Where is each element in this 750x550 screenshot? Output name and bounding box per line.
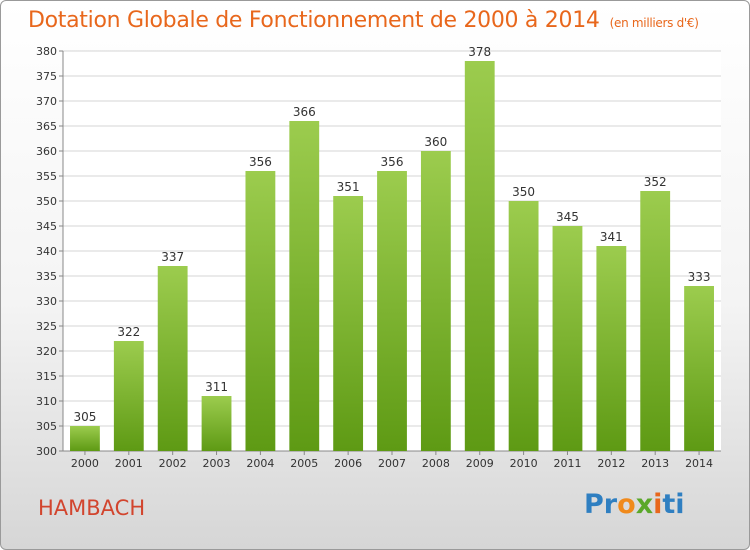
bar bbox=[245, 171, 276, 451]
bar bbox=[640, 191, 671, 451]
y-tick-label: 355 bbox=[36, 170, 57, 183]
bar bbox=[70, 426, 100, 451]
x-tick-label: 2012 bbox=[597, 457, 625, 470]
bar bbox=[201, 396, 232, 451]
bar bbox=[333, 196, 364, 451]
brand-letter: r bbox=[603, 489, 618, 520]
data-label: 351 bbox=[337, 180, 360, 194]
x-tick-label: 2009 bbox=[466, 457, 494, 470]
y-tick-label: 345 bbox=[36, 220, 57, 233]
data-label: 322 bbox=[117, 325, 140, 339]
data-label: 350 bbox=[512, 185, 535, 199]
chart-title: Dotation Globale de Fonctionnement de 20… bbox=[28, 8, 699, 33]
brand-logo: Proxiti bbox=[584, 489, 685, 520]
y-tick-label: 320 bbox=[36, 345, 57, 358]
y-tick-label: 330 bbox=[36, 295, 57, 308]
x-tick-label: 2013 bbox=[641, 457, 669, 470]
y-tick-label: 360 bbox=[36, 145, 57, 158]
y-tick-label: 340 bbox=[36, 245, 57, 258]
x-tick-label: 2008 bbox=[422, 457, 450, 470]
x-tick-label: 2006 bbox=[334, 457, 362, 470]
y-tick-label: 350 bbox=[36, 195, 57, 208]
y-tick-label: 325 bbox=[36, 320, 57, 333]
data-label: 356 bbox=[381, 155, 404, 169]
chart-title-text: Dotation Globale de Fonctionnement de 20… bbox=[28, 8, 600, 33]
data-label: 356 bbox=[249, 155, 272, 169]
bar bbox=[596, 246, 627, 451]
data-label: 333 bbox=[688, 270, 711, 284]
brand-letter: i bbox=[653, 489, 663, 520]
brand-letter: P bbox=[584, 489, 604, 520]
x-tick-label: 2000 bbox=[71, 457, 99, 470]
data-label: 311 bbox=[205, 380, 228, 394]
data-label: 345 bbox=[556, 210, 579, 224]
data-label: 337 bbox=[161, 250, 184, 264]
bar bbox=[684, 286, 714, 451]
y-tick-label: 315 bbox=[36, 370, 57, 383]
y-tick-label: 300 bbox=[36, 445, 57, 458]
bar bbox=[552, 226, 583, 451]
bar bbox=[464, 61, 495, 451]
x-tick-label: 2010 bbox=[510, 457, 538, 470]
bar bbox=[420, 151, 451, 451]
brand-letter: x bbox=[635, 489, 654, 520]
y-tick-label: 380 bbox=[36, 45, 57, 58]
unit-label: (en milliers d'€) bbox=[609, 16, 699, 30]
brand-letter: o bbox=[617, 489, 636, 520]
bar bbox=[113, 341, 144, 451]
y-tick-label: 305 bbox=[36, 420, 57, 433]
x-tick-label: 2014 bbox=[685, 457, 713, 470]
data-label: 360 bbox=[424, 135, 447, 149]
y-tick-label: 370 bbox=[36, 95, 57, 108]
x-tick-label: 2002 bbox=[159, 457, 187, 470]
y-tick-label: 310 bbox=[36, 395, 57, 408]
x-tick-label: 2004 bbox=[246, 457, 274, 470]
bar bbox=[289, 121, 320, 451]
data-label: 352 bbox=[644, 175, 667, 189]
data-label: 366 bbox=[293, 105, 316, 119]
brand-letter: i bbox=[675, 489, 685, 520]
y-tick-label: 335 bbox=[36, 270, 57, 283]
place-name: HAMBACH bbox=[38, 496, 146, 520]
bar bbox=[508, 201, 539, 451]
data-label: 305 bbox=[73, 410, 96, 424]
x-tick-label: 2011 bbox=[553, 457, 581, 470]
brand-letter: t bbox=[662, 489, 676, 520]
x-tick-label: 2005 bbox=[290, 457, 318, 470]
x-tick-label: 2007 bbox=[378, 457, 406, 470]
y-tick-label: 365 bbox=[36, 120, 57, 133]
x-tick-label: 2001 bbox=[115, 457, 143, 470]
y-tick-label: 375 bbox=[36, 70, 57, 83]
x-tick-label: 2003 bbox=[203, 457, 231, 470]
data-label: 378 bbox=[468, 45, 491, 59]
data-label: 341 bbox=[600, 230, 623, 244]
bar bbox=[157, 266, 188, 451]
bar bbox=[377, 171, 407, 451]
